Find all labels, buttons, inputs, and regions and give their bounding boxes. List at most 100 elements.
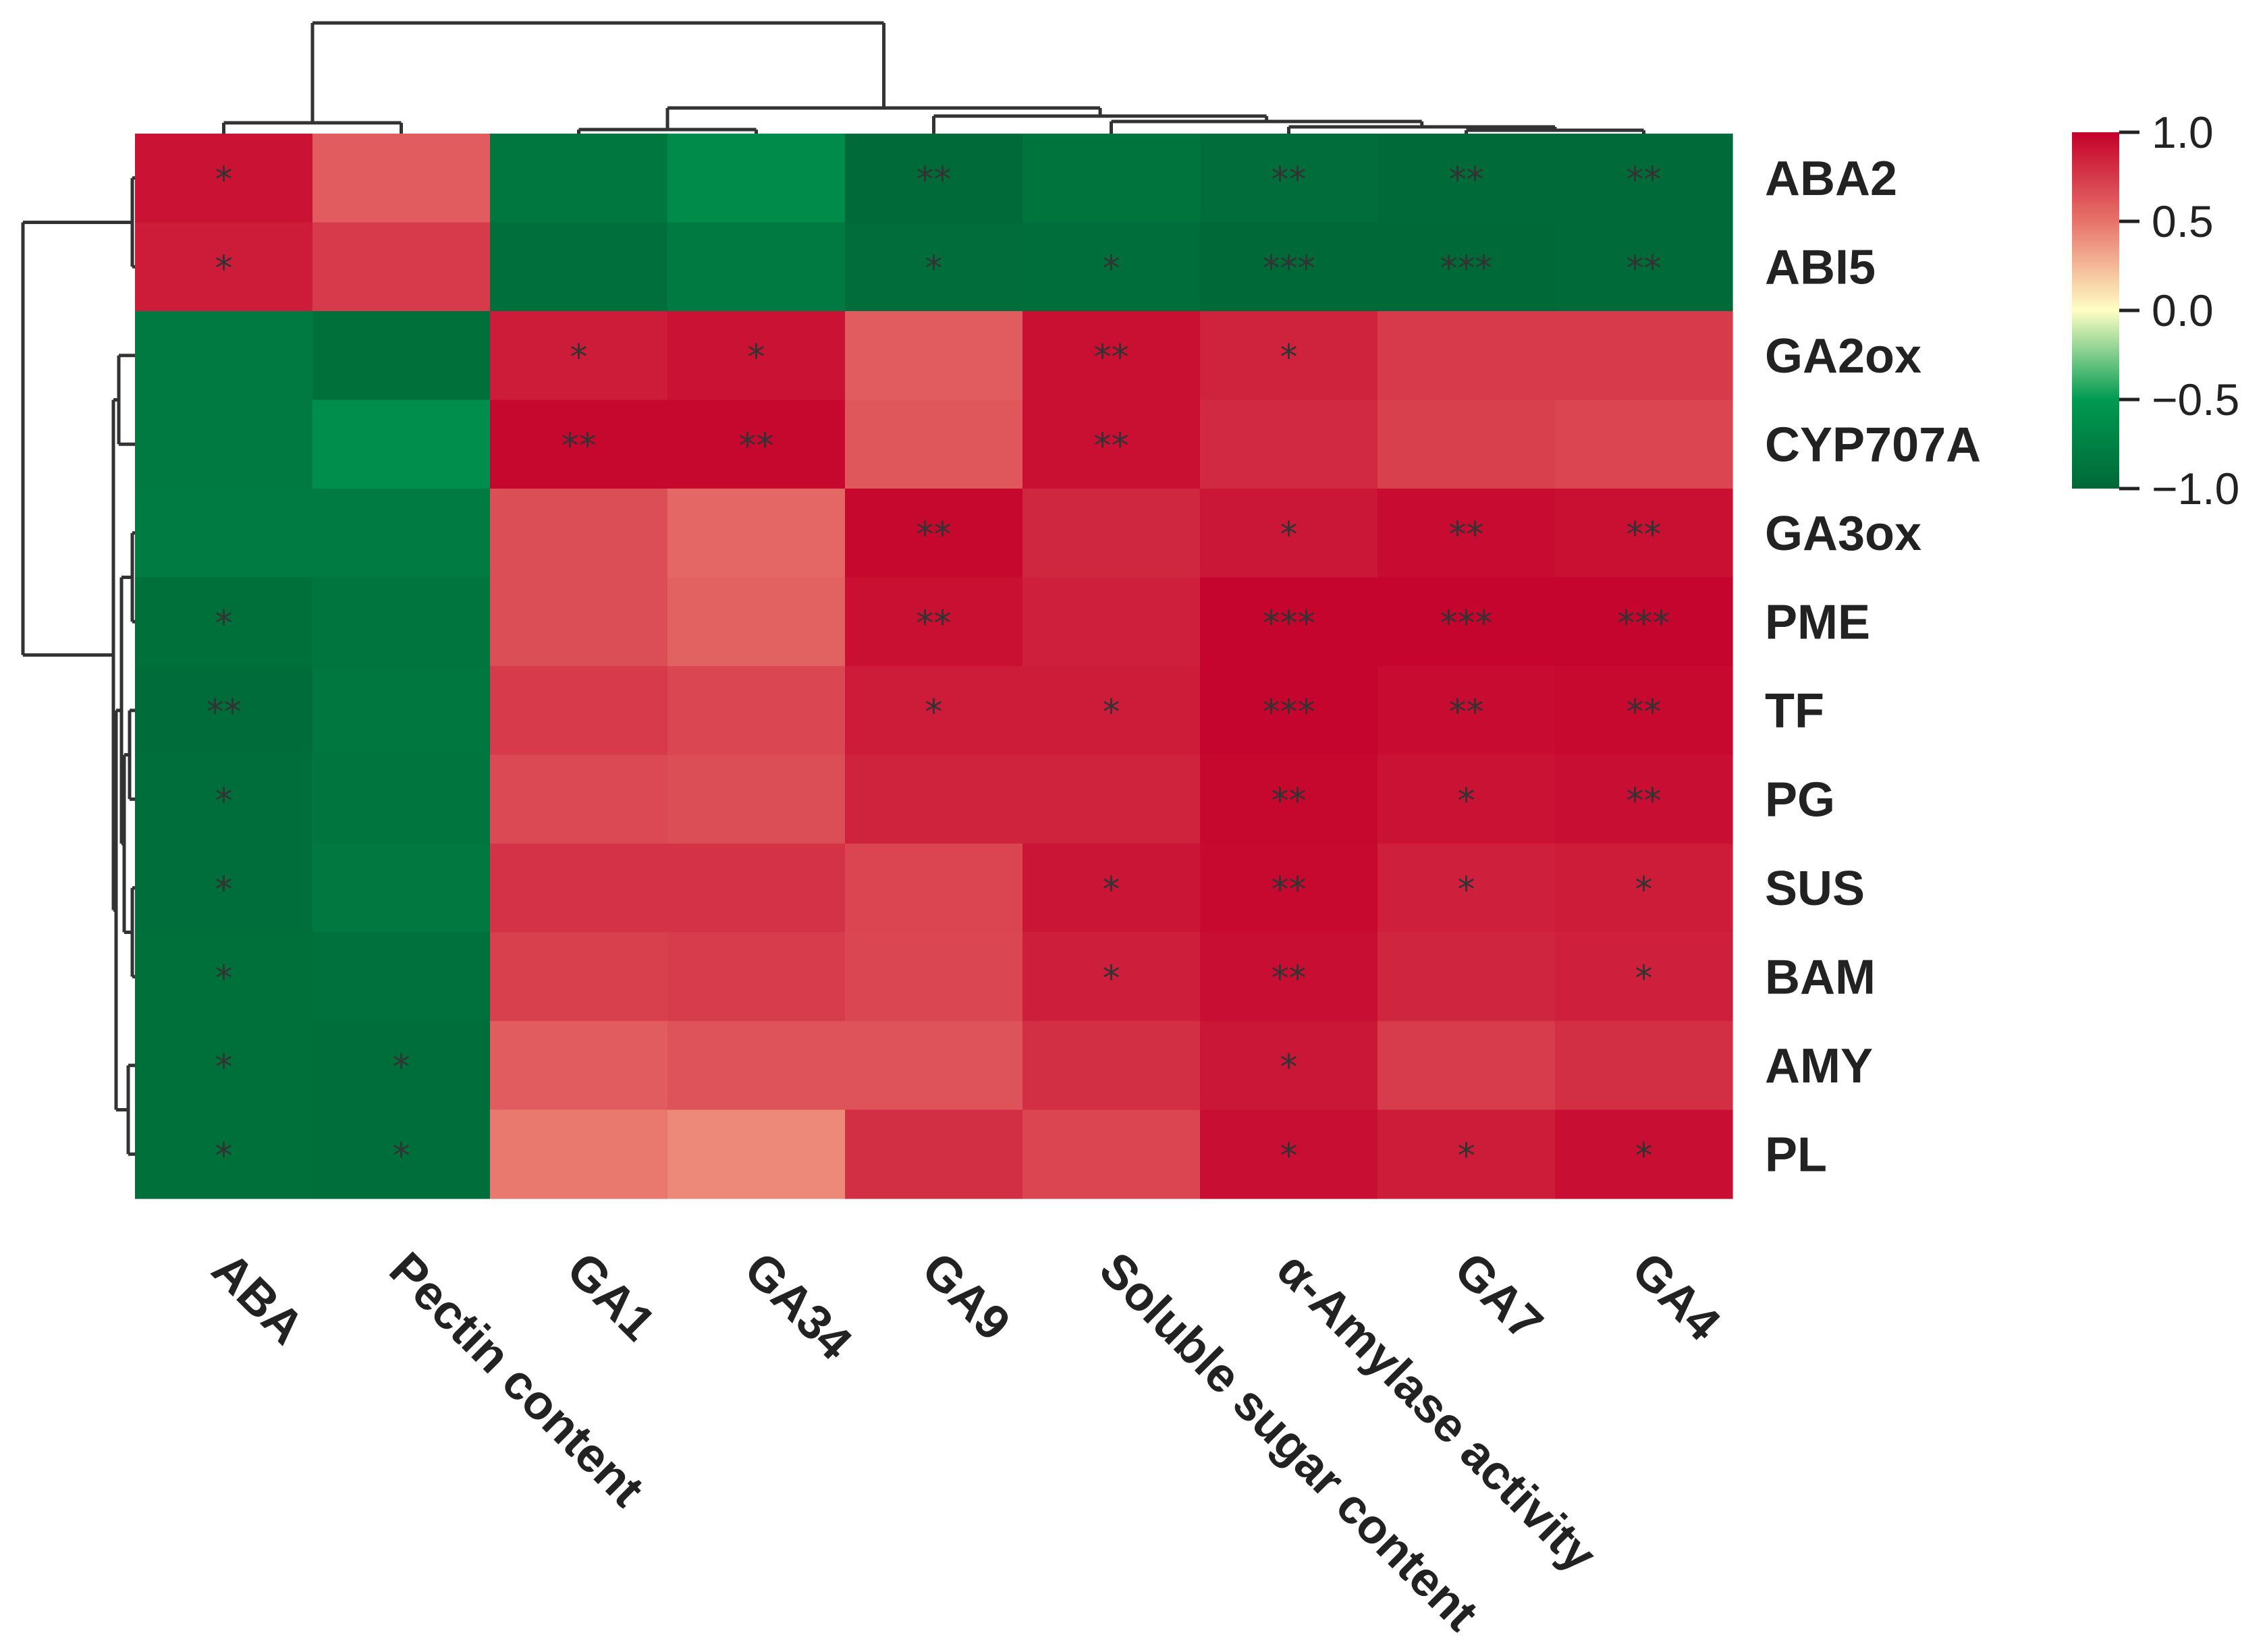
cell-pme-pectin-content — [312, 577, 491, 667]
cell-pme-ga7 — [1377, 577, 1556, 667]
cell-pl-ga34 — [667, 1109, 846, 1199]
cell-ga3ox-ga4 — [1555, 489, 1733, 578]
cell-ga3ox-ga7 — [1377, 489, 1556, 578]
cell-pg-amylase-activity — [1200, 754, 1378, 844]
significance-marker: * — [215, 248, 233, 289]
cell-pg-soluble-sugar-content — [1022, 754, 1201, 844]
cell-bam-ga9 — [845, 932, 1023, 1022]
significance-marker: ** — [917, 515, 952, 555]
cell-sus-ga34 — [667, 844, 846, 933]
cell-sus-ga7 — [1377, 844, 1556, 933]
cell-tf-pectin-content — [312, 666, 491, 756]
row-label-abi5: ABI5 — [1765, 240, 1876, 294]
colorbar-tick-label: −0.5 — [2152, 375, 2239, 424]
colorbar-tick-label: −1.0 — [2152, 464, 2239, 514]
cell-tf-aba — [135, 666, 313, 756]
significance-marker: ** — [1449, 515, 1484, 555]
cell-abi5-ga34 — [667, 222, 846, 312]
significance-marker: * — [1103, 870, 1120, 910]
colorbar-tick-label: 0.5 — [2152, 196, 2214, 246]
cell-bam-pectin-content — [312, 932, 491, 1022]
significance-marker: * — [215, 160, 233, 200]
cell-ga2ox-aba — [135, 311, 313, 401]
cell-ga2ox-soluble-sugar-content — [1022, 311, 1201, 401]
column-label-amylase-activity: α-Amylase activity — [1267, 1242, 1607, 1582]
column-label-ga9: GA9 — [912, 1242, 1020, 1351]
cell-abi5-ga4 — [1555, 222, 1733, 312]
cell-ga2ox-ga1 — [490, 311, 668, 401]
cell-aba2-ga1 — [490, 134, 668, 223]
significance-marker: ** — [1272, 160, 1307, 200]
cell-pl-ga1 — [490, 1109, 668, 1199]
significance-marker: * — [1458, 870, 1475, 910]
cell-cyp707a-amylase-activity — [1200, 400, 1378, 489]
significance-marker: * — [1103, 692, 1120, 733]
significance-marker: ** — [1627, 515, 1662, 555]
cell-ga3ox-ga1 — [490, 489, 668, 578]
cell-sus-aba — [135, 844, 313, 933]
significance-marker: * — [570, 337, 588, 378]
cell-pl-ga7 — [1377, 1109, 1556, 1199]
cell-abi5-aba — [135, 222, 313, 312]
significance-marker: *** — [1263, 692, 1315, 733]
cell-sus-pectin-content — [312, 844, 491, 933]
cell-cyp707a-ga9 — [845, 400, 1023, 489]
significance-marker: ** — [1627, 160, 1662, 200]
row-label-pme: PME — [1765, 595, 1870, 649]
cell-pg-ga1 — [490, 754, 668, 844]
significance-marker: *** — [1263, 248, 1315, 289]
column-label-ga7: GA7 — [1444, 1242, 1553, 1351]
cell-bam-ga4 — [1555, 932, 1733, 1022]
cell-bam-amylase-activity — [1200, 932, 1378, 1022]
cell-pl-ga4 — [1555, 1109, 1733, 1199]
cell-pl-ga9 — [845, 1109, 1023, 1199]
cell-sus-ga9 — [845, 844, 1023, 933]
column-dendrogram — [222, 21, 1645, 134]
cell-amy-aba — [135, 1021, 313, 1111]
cell-aba2-ga34 — [667, 134, 846, 223]
cell-cyp707a-aba — [135, 400, 313, 489]
cell-ga2ox-amylase-activity — [1200, 311, 1378, 401]
cell-tf-ga4 — [1555, 666, 1733, 756]
cell-ga2ox-ga9 — [845, 311, 1023, 401]
significance-marker: ** — [1449, 160, 1484, 200]
significance-marker: ** — [1272, 870, 1307, 910]
significance-marker: * — [925, 692, 943, 733]
cell-pme-ga34 — [667, 577, 846, 667]
row-label-ga3ox: GA3ox — [1765, 507, 1921, 561]
significance-marker: ** — [1272, 958, 1307, 999]
cell-pg-ga34 — [667, 754, 846, 844]
significance-marker: * — [1103, 958, 1120, 999]
significance-marker: * — [1280, 1047, 1298, 1088]
cell-tf-ga9 — [845, 666, 1023, 756]
significance-markers: * ** ** ** *** * * *** *** *** * ** *** ** **** * ** *** *… — [207, 160, 1670, 1177]
row-dendrogram — [21, 176, 135, 1156]
cell-ga3ox-ga9 — [845, 489, 1023, 578]
cell-ga2ox-ga4 — [1555, 311, 1733, 401]
significance-marker: ** — [739, 426, 774, 466]
significance-marker: * — [215, 1047, 233, 1088]
cell-pl-aba — [135, 1109, 313, 1199]
cell-pme-aba — [135, 577, 313, 667]
row-label-amy: AMY — [1765, 1039, 1873, 1093]
row-label-pl: PL — [1765, 1128, 1827, 1182]
cell-abi5-ga1 — [490, 222, 668, 312]
significance-marker: * — [215, 1136, 233, 1176]
significance-marker: * — [1458, 781, 1475, 821]
significance-marker: * — [1635, 958, 1653, 999]
significance-marker: ** — [1627, 692, 1662, 733]
significance-marker: ** — [917, 603, 952, 644]
column-label-ga34: GA34 — [734, 1242, 863, 1371]
significance-marker: ** — [917, 160, 952, 200]
significance-marker: ** — [1449, 692, 1484, 733]
cell-abi5-amylase-activity — [1200, 222, 1378, 312]
row-labels: ABA2 ABI5 GA2ox CYP707A GA3ox PME TF PG SUS BAM AM… — [1765, 152, 1981, 1182]
significance-marker: ** — [207, 692, 242, 733]
colorbar-tick-label: 1.0 — [2152, 107, 2214, 157]
significance-marker: ** — [1627, 248, 1662, 289]
significance-marker: * — [1280, 515, 1298, 555]
cell-ga3ox-amylase-activity — [1200, 489, 1378, 578]
cell-aba2-ga9 — [845, 134, 1023, 223]
cell-amy-ga7 — [1377, 1021, 1556, 1111]
